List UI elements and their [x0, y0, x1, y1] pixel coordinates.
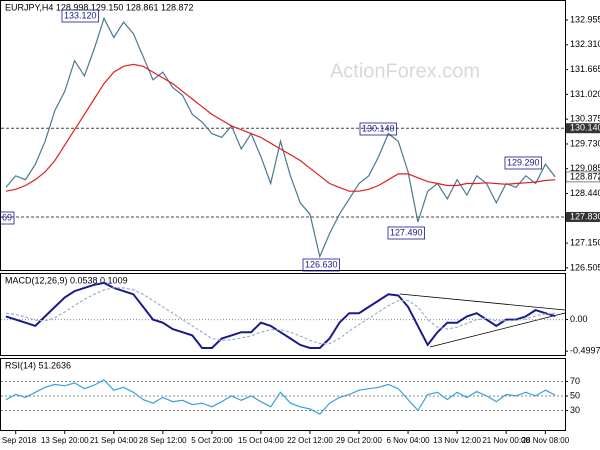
- annotation: 126.630: [305, 259, 338, 269]
- series-line: [5, 379, 556, 415]
- y-tick-label: 30: [570, 405, 580, 415]
- macd-panel: [0, 273, 566, 356]
- annotation-box: [61, 9, 99, 23]
- x-tick-label: 5 Oct 20:00: [191, 436, 233, 445]
- x-tick-label: 15 Oct 04:00: [238, 436, 284, 445]
- y-tick-label: -0.4997: [570, 346, 600, 356]
- y-tick-label: 130.375: [570, 114, 600, 124]
- y-tick-label: 131.020: [570, 89, 600, 99]
- annotation: 127.490: [390, 227, 423, 237]
- annotation-box: [504, 156, 542, 170]
- x-tick-label: 6 Sep 2018: [0, 436, 37, 445]
- trend-line: [429, 312, 566, 348]
- y-tick-label: 131.665: [570, 64, 600, 74]
- last-price-bg: [565, 171, 600, 183]
- x-tick-label: 13 Sep 20:00: [41, 436, 89, 445]
- annotation-box: [359, 122, 397, 136]
- x-tick-label: 21 Sep 04:00: [90, 436, 138, 445]
- y-tick-label: 129.085: [570, 163, 600, 173]
- y-tick-label: 0.00: [570, 314, 588, 324]
- x-tick-label: 22 Oct 12:00: [287, 436, 333, 445]
- x-tick-label: 29 Oct 20:00: [336, 436, 382, 445]
- annotation-box: [387, 226, 425, 240]
- level-label: 130.140: [570, 123, 600, 133]
- macd-title: MACD(12,26,9) 0.0538 0.1009: [5, 275, 128, 285]
- level-label-bg: [566, 211, 600, 222]
- annotation-box: [302, 258, 340, 272]
- y-tick-label: 50: [570, 390, 580, 400]
- series-line: [5, 63, 556, 192]
- y-tick-label: 126.505: [570, 262, 600, 272]
- y-tick-label: 128.440: [570, 188, 600, 198]
- x-tick-label: 21 Nov 00:00: [482, 436, 530, 445]
- price-title: EURJPY,H4 128.998 129.150 128.861 128.87…: [5, 2, 194, 12]
- y-tick-label: 132.955: [570, 14, 600, 24]
- x-tick-label: 6 Nov 04:00: [386, 436, 430, 445]
- annotation: 130.140: [362, 123, 395, 133]
- y-tick-label: 127.150: [570, 237, 600, 247]
- series-line: [5, 281, 556, 349]
- annotation: 133.120: [64, 10, 97, 20]
- level-label-bg: [566, 123, 600, 134]
- y-tick-label: 132.310: [570, 39, 600, 49]
- y-tick-label: 70: [570, 376, 580, 386]
- series-line: [5, 16, 556, 259]
- rsi-title: RSI(14) 51.2636: [5, 360, 71, 370]
- x-tick-label: 28 Nov 08:00: [522, 436, 570, 445]
- annotation: 129.290: [507, 157, 540, 167]
- trend-line: [399, 293, 566, 311]
- y-tick-label: 129.730: [570, 138, 600, 148]
- last-price-label: 128.872: [570, 171, 600, 181]
- annotation-box: [0, 211, 15, 225]
- x-tick-label: 13 Nov 12:00: [433, 436, 481, 445]
- annotation: 69: [2, 212, 12, 222]
- price-panel: [0, 0, 566, 271]
- x-tick-label: 28 Sep 12:00: [139, 436, 187, 445]
- level-label: 127.830: [570, 211, 600, 221]
- watermark: ActionForex.com: [330, 60, 480, 82]
